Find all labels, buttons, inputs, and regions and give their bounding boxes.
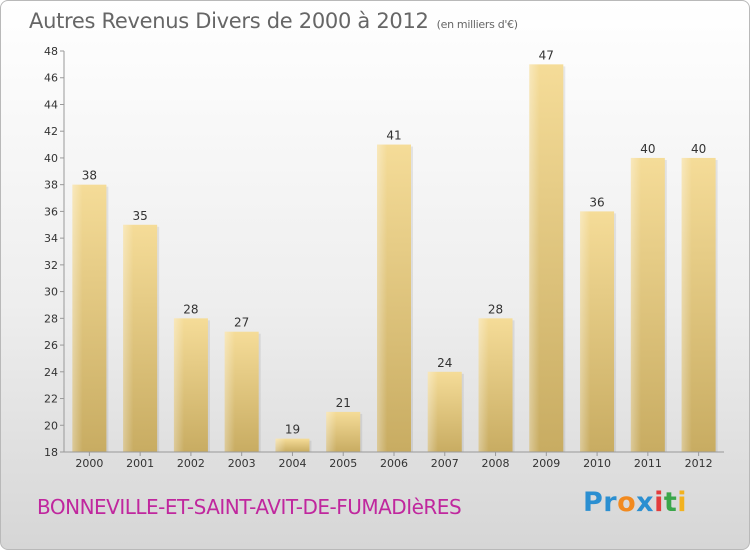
bar-highlight <box>630 157 665 452</box>
bar-value-label: 19 <box>285 423 300 437</box>
x-tick-label: 2004 <box>278 457 306 470</box>
x-tick-label: 2005 <box>329 457 357 470</box>
x-tick-label: 2011 <box>634 457 662 470</box>
bar-value-label: 28 <box>183 302 198 316</box>
logo-part: i <box>677 487 688 518</box>
chart-title-text: Autres Revenus Divers de 2000 à 2012 <box>29 9 429 33</box>
bar-value-label: 24 <box>437 356 452 370</box>
bar-value-label: 47 <box>539 48 554 62</box>
x-tick-label: 2007 <box>431 457 459 470</box>
bar-value-label: 28 <box>488 302 503 316</box>
y-tick-label: 26 <box>44 339 58 352</box>
y-tick-label: 40 <box>44 152 58 165</box>
bar-value-label: 35 <box>133 209 148 223</box>
x-tick-label: 2006 <box>380 457 408 470</box>
x-tick-label: 2010 <box>583 457 611 470</box>
bar-highlight <box>427 371 462 452</box>
x-tick-label: 2002 <box>177 457 205 470</box>
bar-value-label: 36 <box>589 195 604 209</box>
x-tick-label: 2001 <box>126 457 154 470</box>
y-tick-label: 18 <box>44 446 58 459</box>
proxiti-logo[interactable]: Proxiti <box>583 487 687 518</box>
bar-highlight <box>173 318 208 452</box>
y-tick-label: 46 <box>44 72 58 85</box>
chart-title: Autres Revenus Divers de 2000 à 2012 (en … <box>29 9 518 33</box>
bar-value-label: 40 <box>691 142 706 156</box>
y-tick-label: 34 <box>44 232 58 245</box>
x-axis: 2000 2001 2002 2003 2004 2005 2006 2007 2008 2009… <box>64 451 724 470</box>
bar-value-label: 21 <box>336 396 351 410</box>
logo-part: Pr <box>583 487 618 518</box>
logo-part: i <box>654 487 664 518</box>
y-tick-label: 32 <box>44 259 58 272</box>
bar-highlight <box>478 318 513 452</box>
bar-highlight <box>275 438 310 452</box>
bar-highlight <box>580 211 615 452</box>
x-tick-label: 2012 <box>685 457 713 470</box>
x-tick-label: 2009 <box>532 457 560 470</box>
y-axis: 18 20 22 24 26 28 30 32 34 36 38 40 42 44 46 48 <box>44 45 65 459</box>
y-tick-label: 28 <box>44 312 58 325</box>
y-tick-label: 24 <box>44 366 58 379</box>
y-tick-label: 30 <box>44 286 58 299</box>
chart-subtitle: (en milliers d'€) <box>436 18 518 31</box>
bars-group: 38 35 28 27 19 21 41 24 28 47 36 40 40 <box>72 48 718 453</box>
y-tick-label: 42 <box>44 125 58 138</box>
y-tick-label: 20 <box>44 419 58 432</box>
y-tick-label: 36 <box>44 205 58 218</box>
logo-part: t <box>663 487 678 518</box>
bar-highlight <box>72 184 107 452</box>
bar-highlight <box>529 64 564 452</box>
logo-part: o <box>617 487 637 518</box>
bar-highlight <box>224 331 259 452</box>
bar-highlight <box>326 411 361 452</box>
y-tick-label: 38 <box>44 179 58 192</box>
bar-highlight <box>123 224 158 452</box>
y-tick-label: 22 <box>44 393 58 406</box>
y-tick-label: 44 <box>44 98 58 111</box>
y-tick-label: 48 <box>44 45 58 58</box>
x-tick-label: 2000 <box>75 457 103 470</box>
bar-highlight <box>681 157 716 452</box>
logo-part: x <box>636 487 655 518</box>
bar-value-label: 40 <box>640 142 655 156</box>
x-tick-label: 2008 <box>482 457 510 470</box>
bar-value-label: 27 <box>234 316 249 330</box>
bar-value-label: 38 <box>82 169 97 183</box>
commune-name: BONNEVILLE-ET-SAINT-AVIT-DE-FUMADIèRES <box>37 495 462 519</box>
bar-value-label: 41 <box>386 129 401 143</box>
x-tick-label: 2003 <box>228 457 256 470</box>
bar-highlight <box>377 144 411 453</box>
